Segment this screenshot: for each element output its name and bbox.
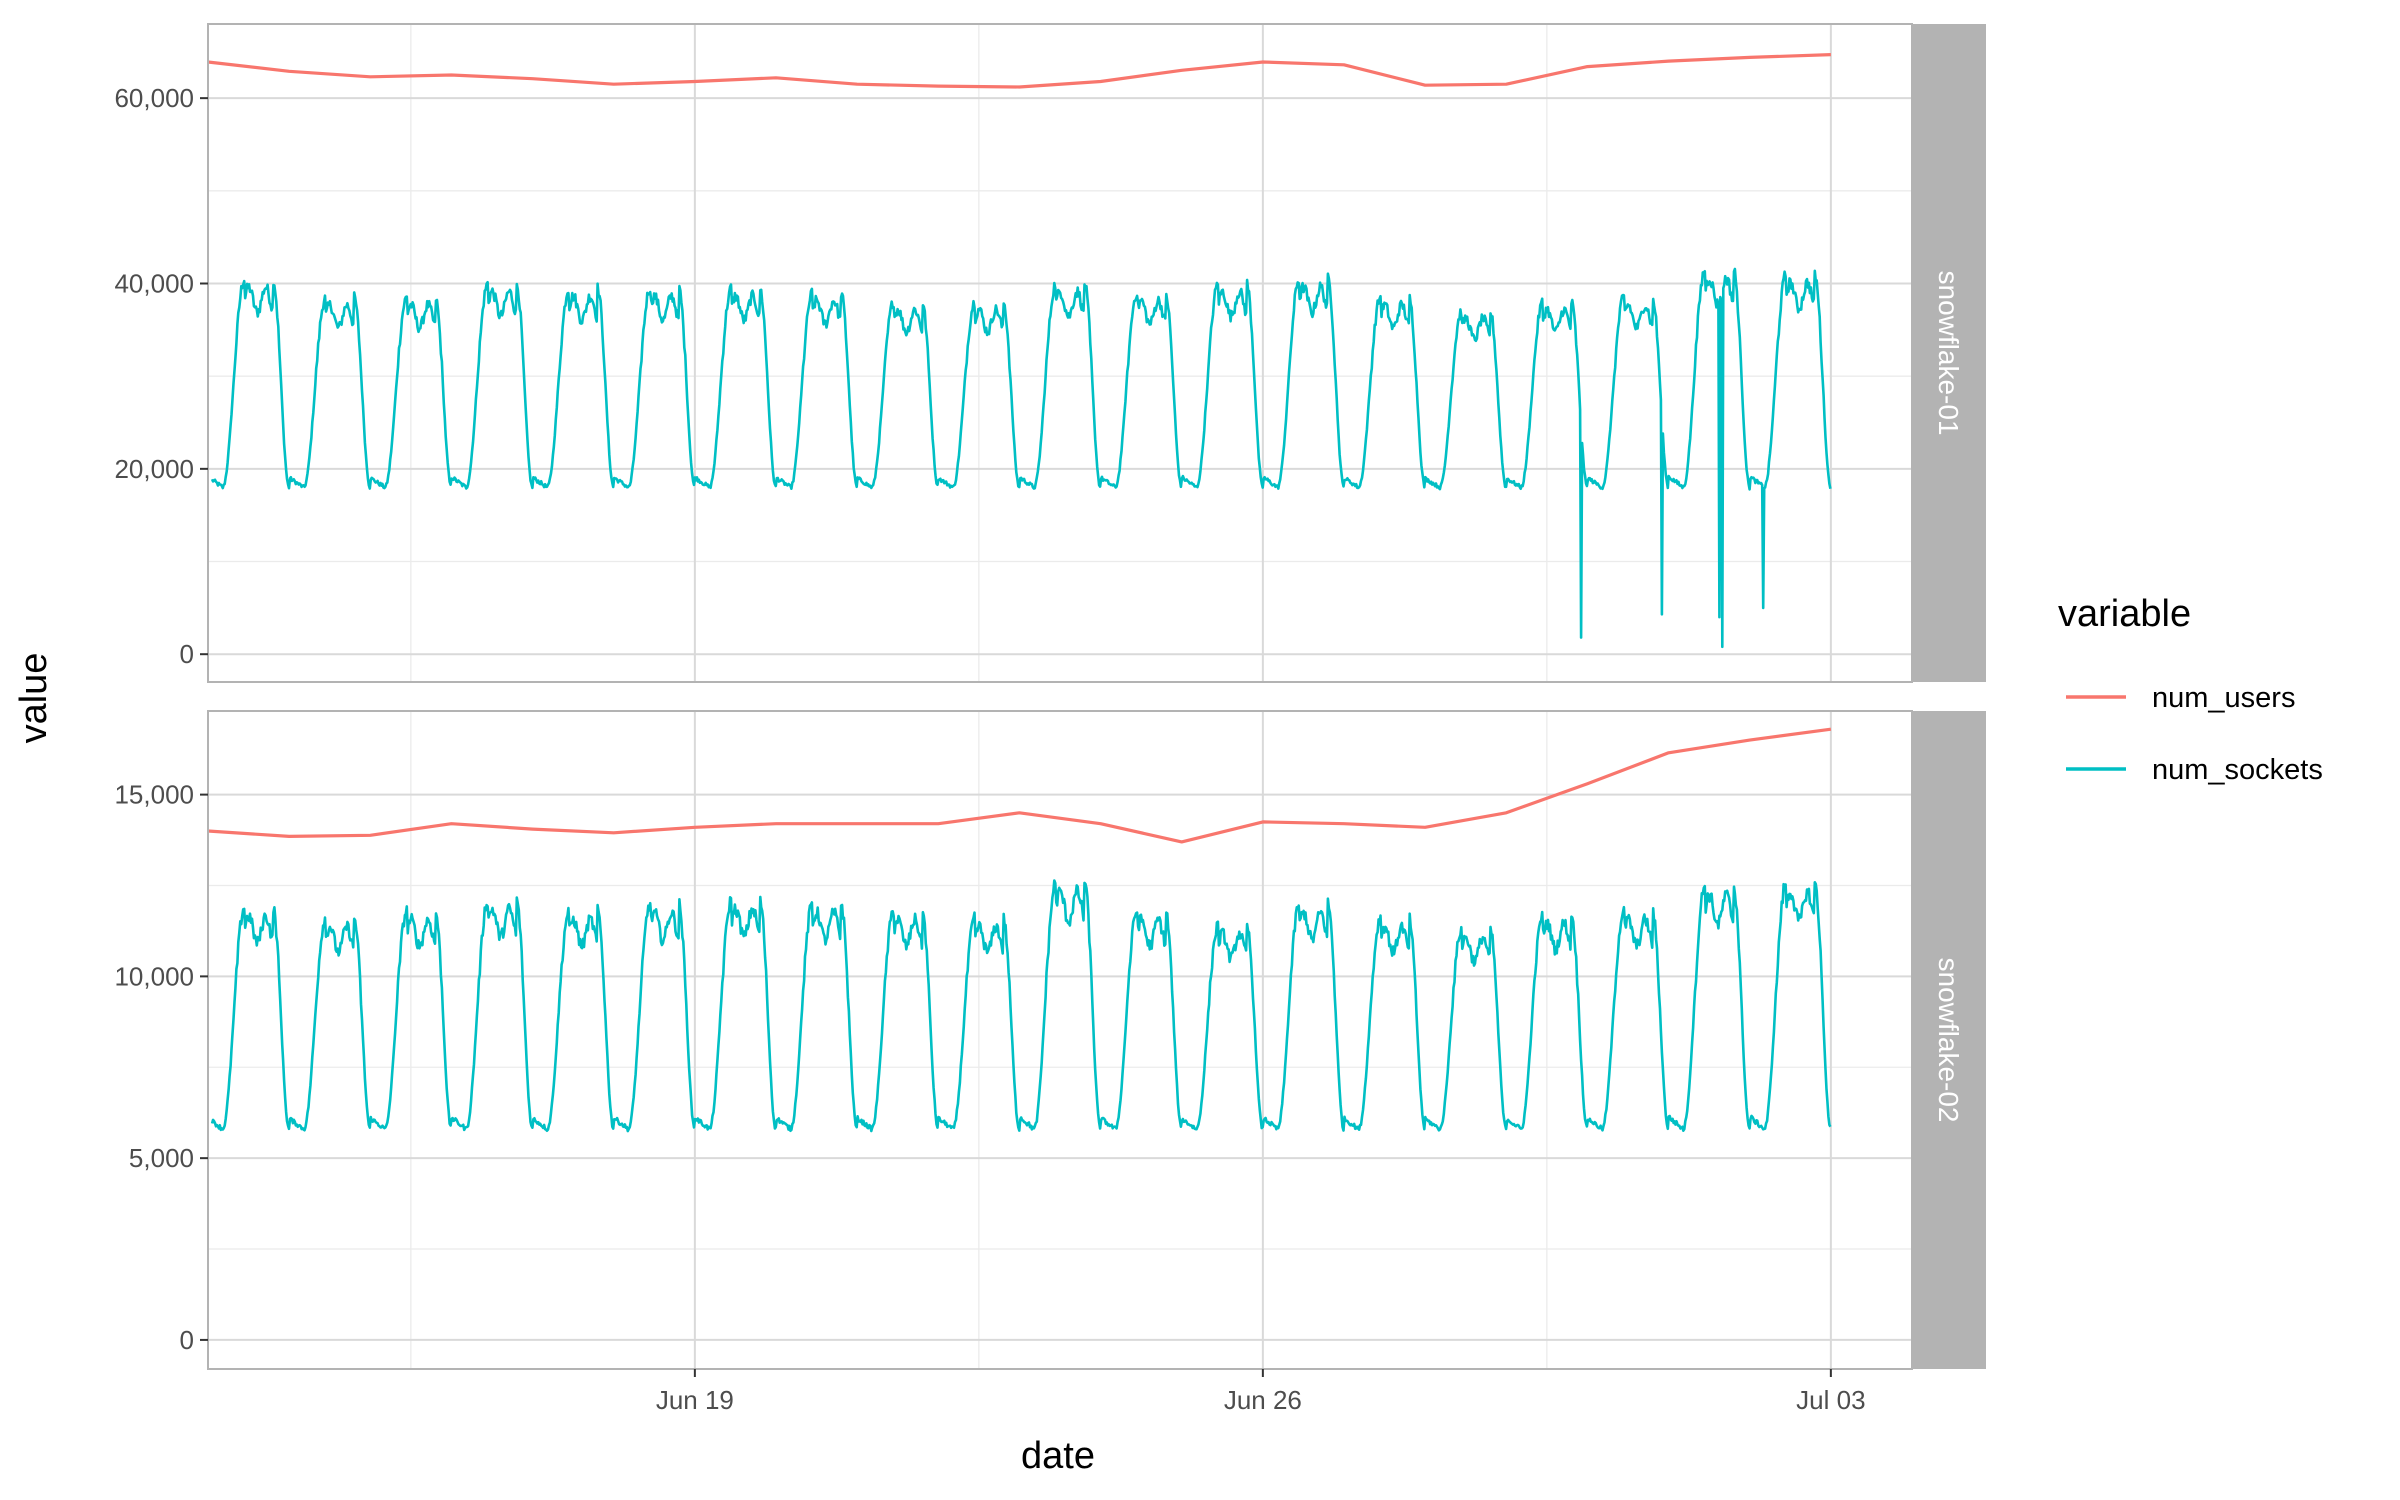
- facet-panel: snowflake-02 0 5,000 10,000 15,000 Jun 19 Jun …: [114, 710, 1986, 1415]
- series-line-num_users: [207, 53, 1831, 89]
- series-line-num_users: [207, 727, 1832, 844]
- x-tick-label: Jul 03: [1796, 1385, 1865, 1415]
- x-axis-title: date: [1021, 1435, 1095, 1477]
- series-line-num_sockets: [210, 879, 1832, 1133]
- facet-panel: snowflake-01 0 20,000 40,000 60,000: [114, 23, 1986, 683]
- y-tick-label: 15,000: [114, 780, 194, 810]
- y-tick-label: 40,000: [114, 268, 194, 298]
- facet-strip-label: snowflake-02: [1933, 958, 1964, 1123]
- y-tick-label: 10,000: [114, 961, 194, 991]
- y-tick-label: 60,000: [114, 83, 194, 113]
- legend-label-num_users: num_users: [2152, 682, 2295, 714]
- panel-border: [207, 710, 1913, 1370]
- facet-strip: [1912, 711, 1986, 1369]
- legend: variable num_users num_sockets: [2058, 593, 2323, 786]
- y-tick-label: 0: [180, 1325, 194, 1355]
- facet-strip-label: snowflake-01: [1933, 271, 1964, 436]
- y-tick-label: 0: [180, 639, 194, 669]
- legend-label-num_sockets: num_sockets: [2152, 754, 2323, 786]
- series-line-num_sockets: [210, 267, 1832, 649]
- x-tick-label: Jun 26: [1224, 1385, 1302, 1415]
- facet-strip: [1912, 24, 1986, 682]
- y-axis-title: value: [13, 653, 55, 744]
- facet-panels: snowflake-01020,00040,00060,000snowflake…: [114, 23, 1986, 1415]
- y-tick-label: 20,000: [114, 454, 194, 484]
- panel-border: [207, 23, 1913, 683]
- x-tick-label: Jun 19: [656, 1385, 734, 1415]
- legend-title: variable: [2058, 593, 2191, 635]
- y-tick-label: 5,000: [129, 1143, 194, 1173]
